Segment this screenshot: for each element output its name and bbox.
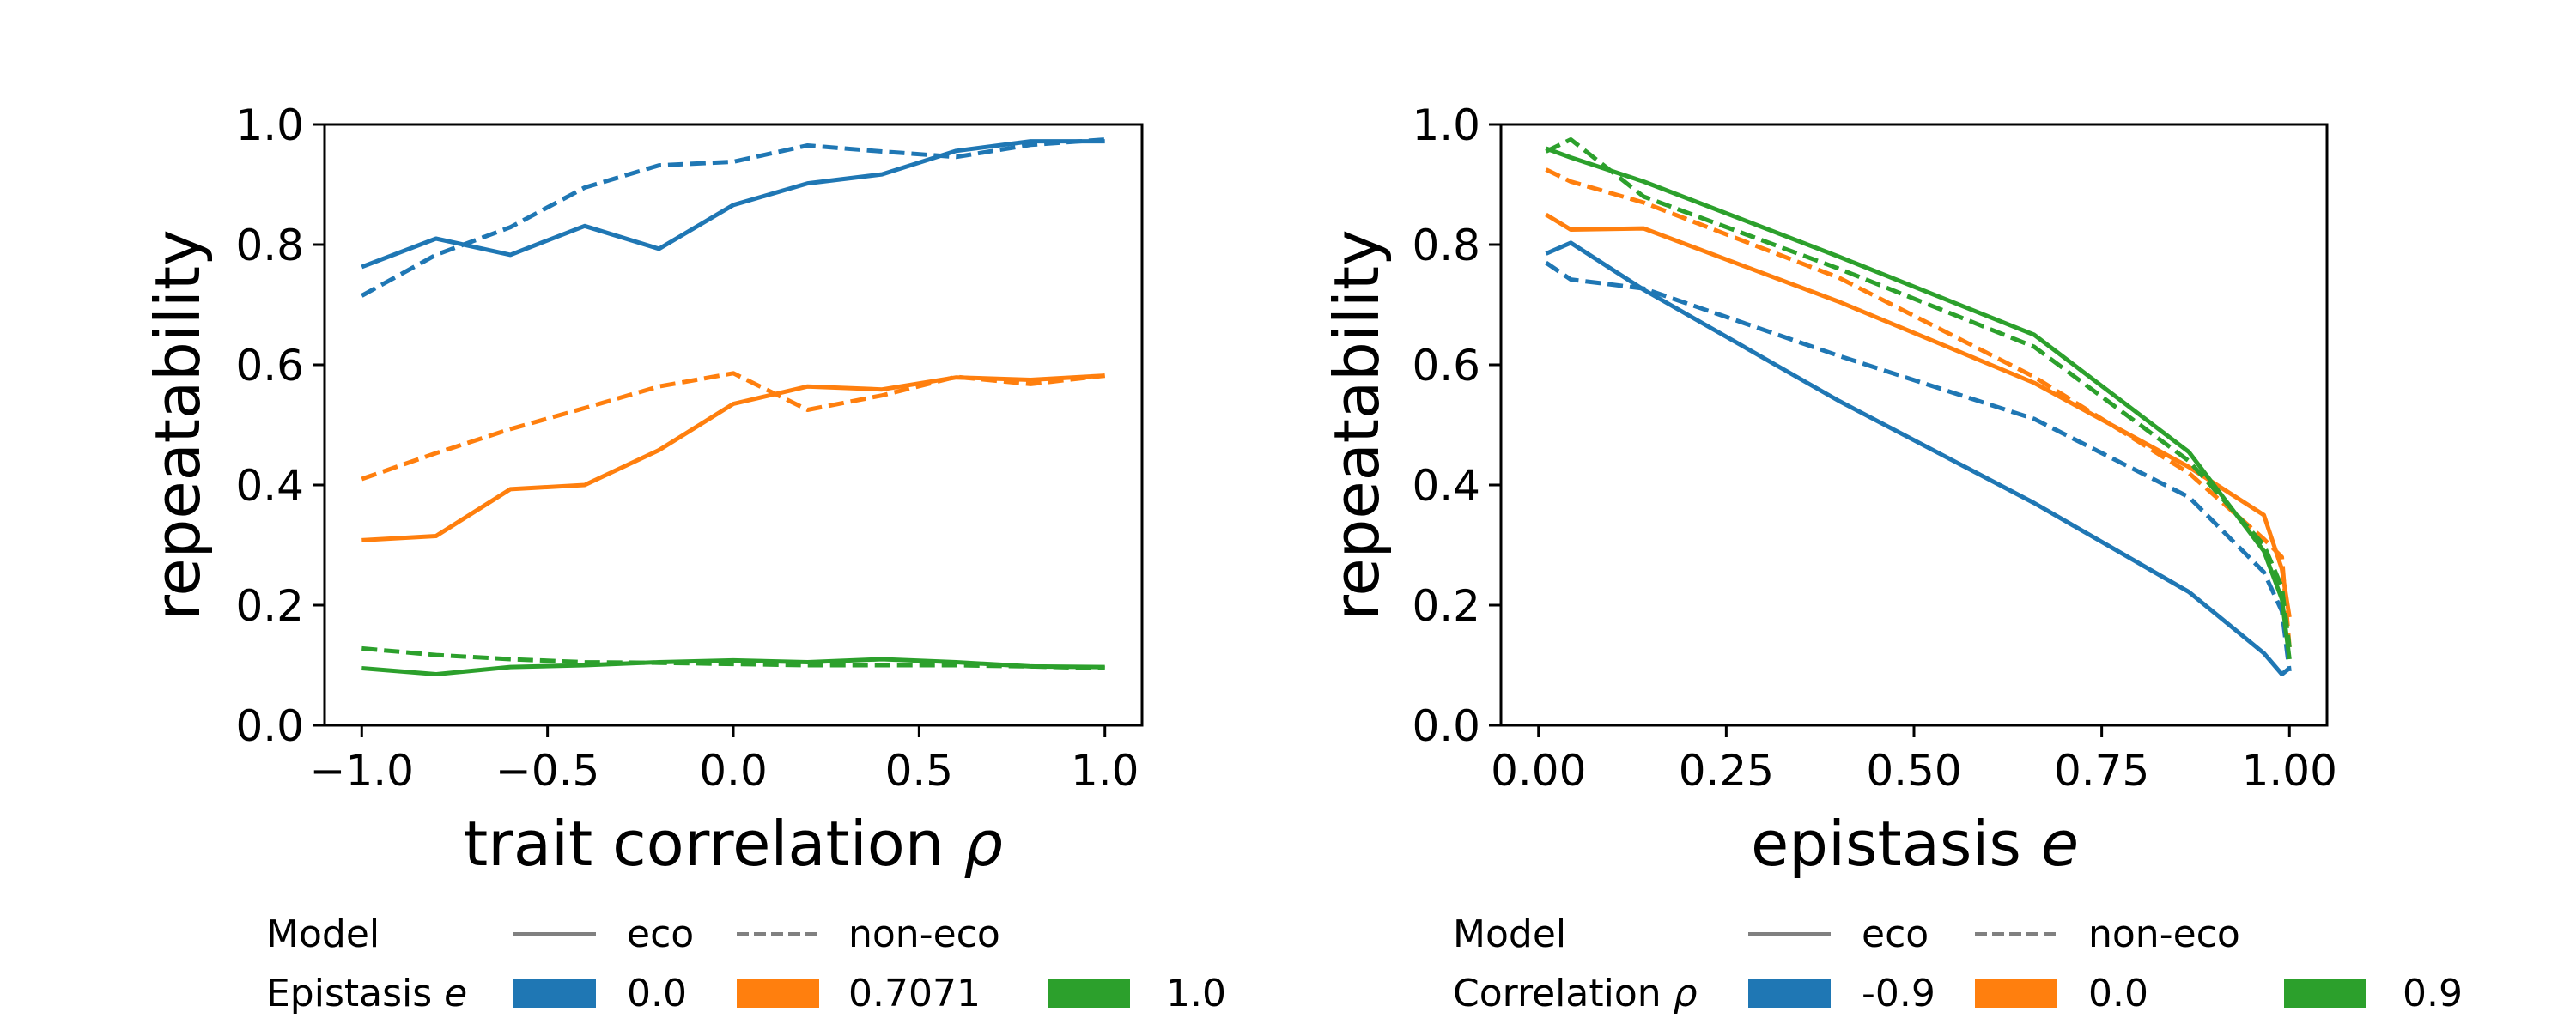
right-chart-x-tick-label-2: 0.50 <box>1866 746 1961 796</box>
right-legend-correlation-title: Correlation ρ <box>1453 972 1698 1015</box>
left-legend-model-title: Model <box>266 912 380 956</box>
left-chart-x-tick-label-3: 0.5 <box>885 746 954 796</box>
left-chart-x-tick-label-0: −1.0 <box>310 746 414 796</box>
right-chart-x-axis-label: epistasis e <box>1751 808 2079 880</box>
left-chart-y-tick-label-4: 0.8 <box>235 221 304 270</box>
left-legend-color-label-1: 0.7071 <box>848 972 981 1015</box>
left-legend-epistasis-title: Epistasis e <box>266 972 467 1015</box>
left-chart-y-tick-label-1: 0.2 <box>235 581 304 631</box>
right-chart-ticks: 0.00 0.25 0.50 0.75 1.00 0.0 0.2 0.4 0.6 0.8 1.0 <box>1412 100 2336 796</box>
right-chart-x-tick-label-1: 0.25 <box>1679 746 1774 796</box>
left-chart-y-axis-label: repeatability <box>142 229 214 620</box>
left-chart-ticks: −1.0 −0.5 0.0 0.5 1.0 0.0 0.2 0.4 0.6 0.8 1.0 <box>235 100 1139 796</box>
left-legend-color-swatch-0 <box>513 978 596 1008</box>
right-chart-series-line-4 <box>1545 146 2292 660</box>
right-chart-x-tick-label-3: 0.75 <box>2054 746 2149 796</box>
right-chart-series-line-3 <box>1545 167 2292 648</box>
left-chart-x-axis-symbol: ρ <box>963 808 1003 880</box>
left-chart-series-line-2 <box>361 373 1105 542</box>
right-chart-y-tick-label-2: 0.4 <box>1412 461 1480 511</box>
right-legend-model-title: Model <box>1453 912 1566 956</box>
left-chart-x-tick-label-2: 0.0 <box>699 746 768 796</box>
left-legend-non-eco-label: non-eco <box>848 912 1000 956</box>
left-chart-y-tick-label-2: 0.4 <box>235 461 304 511</box>
right-chart-x-axis-symbol: e <box>2041 808 2079 880</box>
left-chart-series-line-4 <box>361 657 1105 676</box>
right-chart-series-line-0 <box>1545 240 2291 676</box>
left-legend-color-swatch-1 <box>737 978 819 1008</box>
left-legend-color-label-0: 0.0 <box>627 972 687 1015</box>
right-legend-non-eco-label: non-eco <box>2088 912 2240 956</box>
right-chart-x-tick-label-4: 1.00 <box>2242 746 2337 796</box>
left-chart-x-tick-label-4: 1.0 <box>1071 746 1139 796</box>
right-chart-series-line-5 <box>1545 137 2292 648</box>
left-legend-eco-label: eco <box>627 912 694 956</box>
left-chart-series-line-3 <box>361 371 1105 482</box>
left-chart-series-line-5 <box>361 645 1105 670</box>
left-legend-color-label-2: 1.0 <box>1166 972 1226 1015</box>
right-chart-x-tick-label-0: 0.00 <box>1491 746 1586 796</box>
left-chart-y-tick-label-0: 0.0 <box>235 701 304 751</box>
left-chart-y-tick-label-5: 1.0 <box>235 100 304 150</box>
left-chart-series-line-1 <box>361 137 1105 298</box>
left-chart-y-tick-label-3: 0.6 <box>235 341 304 391</box>
right-legend-color-swatch-0 <box>1748 978 1831 1008</box>
right-legend-color-label-2: 0.9 <box>2403 972 2463 1015</box>
right-chart: 0.00 0.25 0.50 0.75 1.00 0.0 0.2 0.4 0.6 0.8 1.0 e… <box>1321 100 2463 1015</box>
right-legend-color-label-1: 0.0 <box>2088 972 2148 1015</box>
right-chart-y-tick-label-5: 1.0 <box>1412 100 1480 150</box>
left-chart-x-axis-label: trait correlation ρ <box>464 808 1003 880</box>
right-chart-series-line-1 <box>1545 260 2292 672</box>
right-chart-y-tick-label-3: 0.6 <box>1412 341 1480 391</box>
left-legend-color-swatch-2 <box>1048 978 1130 1008</box>
right-legend-color-label-0: -0.9 <box>1862 972 1935 1015</box>
right-chart-y-tick-label-1: 0.2 <box>1412 581 1480 631</box>
left-chart-series <box>361 137 1105 676</box>
right-legend-color-swatch-1 <box>1975 978 2057 1008</box>
right-chart-legend: Model eco non-eco Correlation ρ -0.9 0.0… <box>1453 912 2463 1015</box>
right-chart-y-tick-label-4: 0.8 <box>1412 221 1480 270</box>
right-chart-series <box>1545 137 2292 676</box>
left-chart-x-tick-label-1: −0.5 <box>495 746 599 796</box>
left-chart: −1.0 −0.5 0.0 0.5 1.0 0.0 0.2 0.4 0.6 0.8 1.0 trai… <box>142 100 1226 1015</box>
right-legend-color-swatch-2 <box>2284 978 2366 1008</box>
right-chart-y-axis-label: repeatability <box>1321 229 1393 620</box>
right-chart-y-tick-label-0: 0.0 <box>1412 701 1480 751</box>
right-legend-eco-label: eco <box>1862 912 1929 956</box>
left-chart-legend: Model eco non-eco Epistasis e 0.0 0.7071… <box>266 912 1226 1015</box>
left-chart-series-line-0 <box>361 139 1105 270</box>
